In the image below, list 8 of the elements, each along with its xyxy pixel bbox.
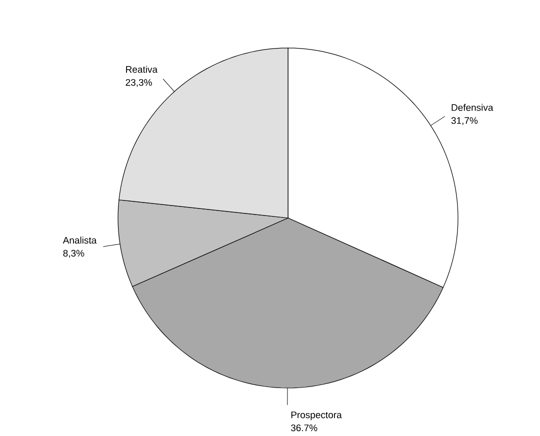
slice-label: Prospectora [291, 412, 342, 420]
slice-label: Reativa [126, 66, 158, 73]
slice-label: Defensiva [452, 104, 494, 111]
data-label: 23,3% [126, 79, 152, 87]
data-label: 31,7% [451, 117, 478, 126]
slice-label: Analista [62, 236, 97, 244]
data-label: 36.7% [290, 424, 318, 432]
data-label: 8,3% [63, 250, 84, 258]
